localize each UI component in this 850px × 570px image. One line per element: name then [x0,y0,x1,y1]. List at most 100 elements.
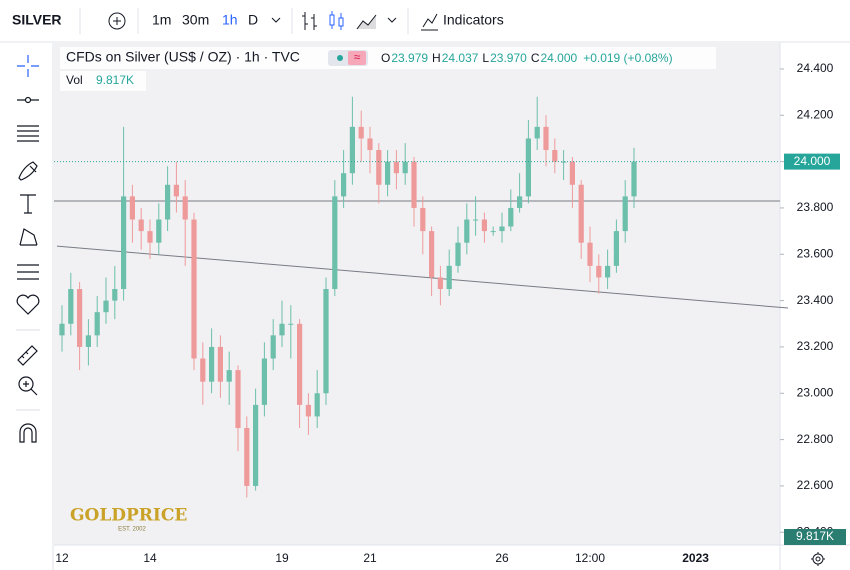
y-tick-label: 24.400 [797,61,834,75]
candle-body [429,231,435,278]
x-tick-label: 19 [275,551,289,565]
text-tool[interactable] [20,194,36,214]
candle-body [464,219,470,243]
volume-tag-label: 9.817K [796,529,834,543]
candle-body [332,196,338,290]
candle-body [314,393,320,417]
status-dot [337,55,343,61]
candle-body [552,150,558,162]
trend-line [56,245,789,309]
favorites-tool[interactable] [16,294,40,315]
candle-body [156,219,162,243]
y-tick-label: 24.200 [797,107,834,121]
legend-bg [60,47,716,69]
y-tick-label: 23.800 [797,200,834,214]
x-tick-label: 14 [143,551,157,565]
ohlc-key: O [381,51,390,65]
candle-body [613,231,619,266]
candle-body [587,242,593,266]
indicators-button[interactable]: Indicators [443,12,504,28]
candle-body [305,404,311,417]
ruler-tool[interactable] [17,345,38,366]
interval-dropdown[interactable] [271,17,281,23]
candle-body [473,219,479,221]
price-axis[interactable] [780,43,850,545]
candle-body [279,323,285,336]
interval[interactable]: D [248,12,258,28]
bars-style[interactable] [302,12,317,30]
candle-body [59,323,65,336]
candle-body [138,219,144,232]
data-delay[interactable] [348,51,366,65]
candles-style[interactable] [329,11,344,30]
candle-body [85,335,91,347]
ohlc-value: 23.970 [490,51,527,65]
candle-body [596,265,602,278]
crosshair-tool[interactable] [17,55,39,77]
candle-body [385,161,391,185]
fib-tool[interactable] [17,125,39,142]
candle-body [244,428,250,486]
interval[interactable]: 30m [182,12,209,28]
x-tick-label: 12 [55,551,69,565]
style-dropdown[interactable] [387,17,397,23]
x-tick-label: 2023 [682,551,709,565]
candle-body [165,184,171,220]
x-tick-label: 26 [495,551,509,565]
candle-body [68,289,74,324]
candle-body [261,358,267,405]
candle-body [341,173,347,197]
interval-active[interactable]: 1h [222,12,238,28]
settings[interactable] [811,552,825,566]
candle-body [420,207,426,232]
candle-body [182,196,188,220]
zoom-tool[interactable] [18,376,34,392]
candle-body [631,161,637,197]
ohlc-key: C [531,51,540,65]
candle-body [561,161,567,163]
candle-body [129,196,135,220]
area-style[interactable] [356,14,377,30]
candle-body [323,289,329,394]
candle-body [288,323,294,325]
magnet-tool[interactable] [19,423,37,443]
pattern-tool[interactable] [19,228,38,246]
candle-body [121,196,127,290]
y-tick-label: 23.000 [797,385,834,399]
volume-value: 9.817K [96,73,134,87]
candle-body [508,207,514,227]
candle-body [235,370,241,429]
time-axis[interactable] [54,545,850,570]
candle-body [455,242,461,266]
add-symbol[interactable] [108,12,126,30]
candle-body [173,184,179,197]
watermark-est: EST. 2002 [118,527,146,533]
interval[interactable]: 1m [152,12,171,28]
candle-body [367,138,373,151]
candle-body [622,196,628,232]
brush-tool[interactable] [18,161,38,181]
chart-pane[interactable] [54,43,780,545]
prediction-tool[interactable] [17,264,39,280]
change-value: +0.019 (+0.08%) [583,51,672,65]
candle-body [437,277,443,290]
indicators-icon[interactable] [421,13,438,31]
y-tick-label: 23.400 [797,293,834,307]
x-tick-label: 12:00 [575,551,605,565]
candle-body [578,184,584,243]
candle-body [253,404,259,486]
toolbar [0,0,850,42]
chart-title: CFDs on Silver (US$ / OZ) · 1h · TVC [66,49,300,65]
candle-body [191,219,197,359]
candle-body [112,289,118,301]
candle-body [569,161,575,185]
candle-body [103,300,109,313]
y-tick-label: 22.600 [797,478,834,492]
candle-body [376,150,382,185]
candle-body [543,126,549,151]
symbol[interactable]: SILVER [12,12,62,28]
last-price-tag [784,153,840,170]
candle-body [200,358,206,382]
candle-body [481,219,487,232]
